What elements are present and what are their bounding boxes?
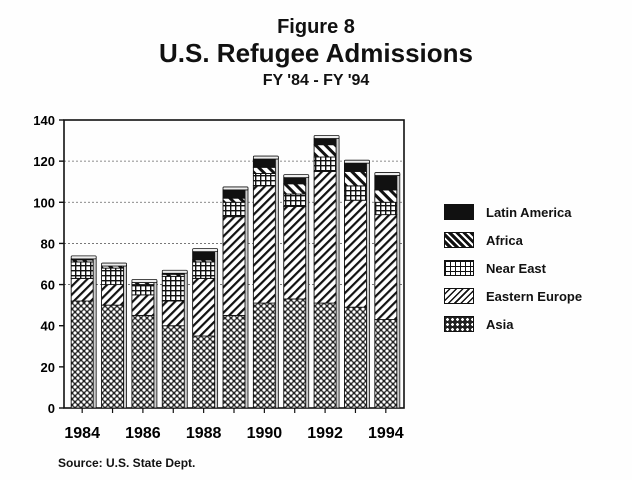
y-tick-label: 140 [33,113,55,128]
x-tick-label: 1990 [247,425,283,442]
segment-africa [344,170,367,187]
segment-latin-america [313,138,337,146]
x-tick-label: 1988 [186,425,222,442]
bar-1994 [374,172,401,409]
segment-eastern-europe [374,214,398,320]
bar-1992 [313,135,340,409]
bar-1986 [131,279,158,409]
segment-near-east [374,201,398,216]
segment-eastern-europe [313,170,337,304]
legend-label: Near East [486,260,546,276]
segment-africa [283,183,307,195]
segment-latin-america [252,158,276,168]
legend-item-eastern-europe: Eastern Europe [444,282,582,310]
bar-1987 [161,269,188,409]
chart-title: U.S. Refugee Admissions [159,38,473,68]
segment-eastern-europe [101,284,124,306]
segment-near-east [192,261,216,279]
segment-near-east [313,156,337,172]
segment-africa [374,189,398,203]
segment-latin-america [283,177,307,185]
segment-africa [252,166,276,174]
segment-eastern-europe [70,277,94,302]
segment-asia [131,314,155,409]
segment-latin-america [374,175,398,191]
legend-item-latin-america: Latin America [444,198,582,226]
segment-asia [283,298,307,409]
segment-eastern-europe [252,185,276,304]
segment-near-east [222,201,246,218]
legend-item-africa: Africa [444,226,582,254]
segment-near-east [344,185,367,201]
segment-near-east [131,284,155,296]
segment-asia [161,325,185,409]
segment-near-east [252,173,276,187]
legend-swatch-icon [444,232,474,248]
chart-legend: Latin America Africa Near East Eastern Euro… [444,198,582,338]
y-tick-label: 40 [41,319,55,334]
segment-latin-america [344,162,367,172]
y-tick-label: 80 [41,236,55,251]
legend-label: Africa [486,232,523,248]
chart-subtitle: FY '84 - FY '94 [262,72,370,89]
bar-1990 [252,155,279,409]
segment-asia [374,319,398,409]
segment-near-east [161,275,185,302]
legend-swatch-icon [444,204,474,220]
legend-item-near-east: Near East [444,254,582,282]
segment-near-east [283,193,307,207]
source-note: Source: U.S. State Dept. [58,456,196,470]
segment-eastern-europe [283,205,307,300]
bar-1985 [101,262,127,409]
segment-asia [222,314,246,409]
legend-label: Asia [486,316,514,332]
segment-africa [313,144,337,158]
segment-latin-america [192,251,216,261]
y-tick-label: 100 [33,195,55,210]
y-tick-label: 120 [33,154,55,169]
segment-asia [344,306,367,409]
segment-eastern-europe [222,216,246,316]
figure-label: Figure 8 [277,16,355,38]
segment-asia [252,302,276,409]
legend-label: Eastern Europe [486,288,583,304]
bar-1991 [283,174,310,409]
bar-1984 [70,255,97,409]
bar-1989 [222,186,249,409]
x-tick-label: 1994 [368,425,404,442]
x-tick-label: 1992 [307,425,343,442]
legend-label: Latin America [486,204,572,220]
x-tick-label: 1986 [125,425,161,442]
legend-swatch-icon [444,316,474,332]
segment-asia [70,300,94,409]
segment-asia [313,302,337,409]
legend-item-asia: Asia [444,310,582,338]
segment-asia [192,335,216,409]
y-tick-label: 20 [41,360,55,375]
y-tick-label: 0 [48,401,55,416]
segment-latin-america [222,189,246,199]
segment-eastern-europe [192,277,216,337]
bar-1993 [344,159,370,409]
segment-eastern-europe [344,199,367,308]
segment-near-east [70,261,94,279]
segment-eastern-europe [161,300,185,327]
segment-near-east [101,267,124,286]
x-tick-label: 1984 [64,425,100,442]
bar-1988 [192,248,219,409]
y-tick-label: 60 [41,278,55,293]
legend-swatch-icon [444,260,474,276]
segment-eastern-europe [131,294,155,316]
legend-swatch-icon [444,288,474,304]
segment-asia [101,304,124,409]
segment-africa [222,197,246,203]
